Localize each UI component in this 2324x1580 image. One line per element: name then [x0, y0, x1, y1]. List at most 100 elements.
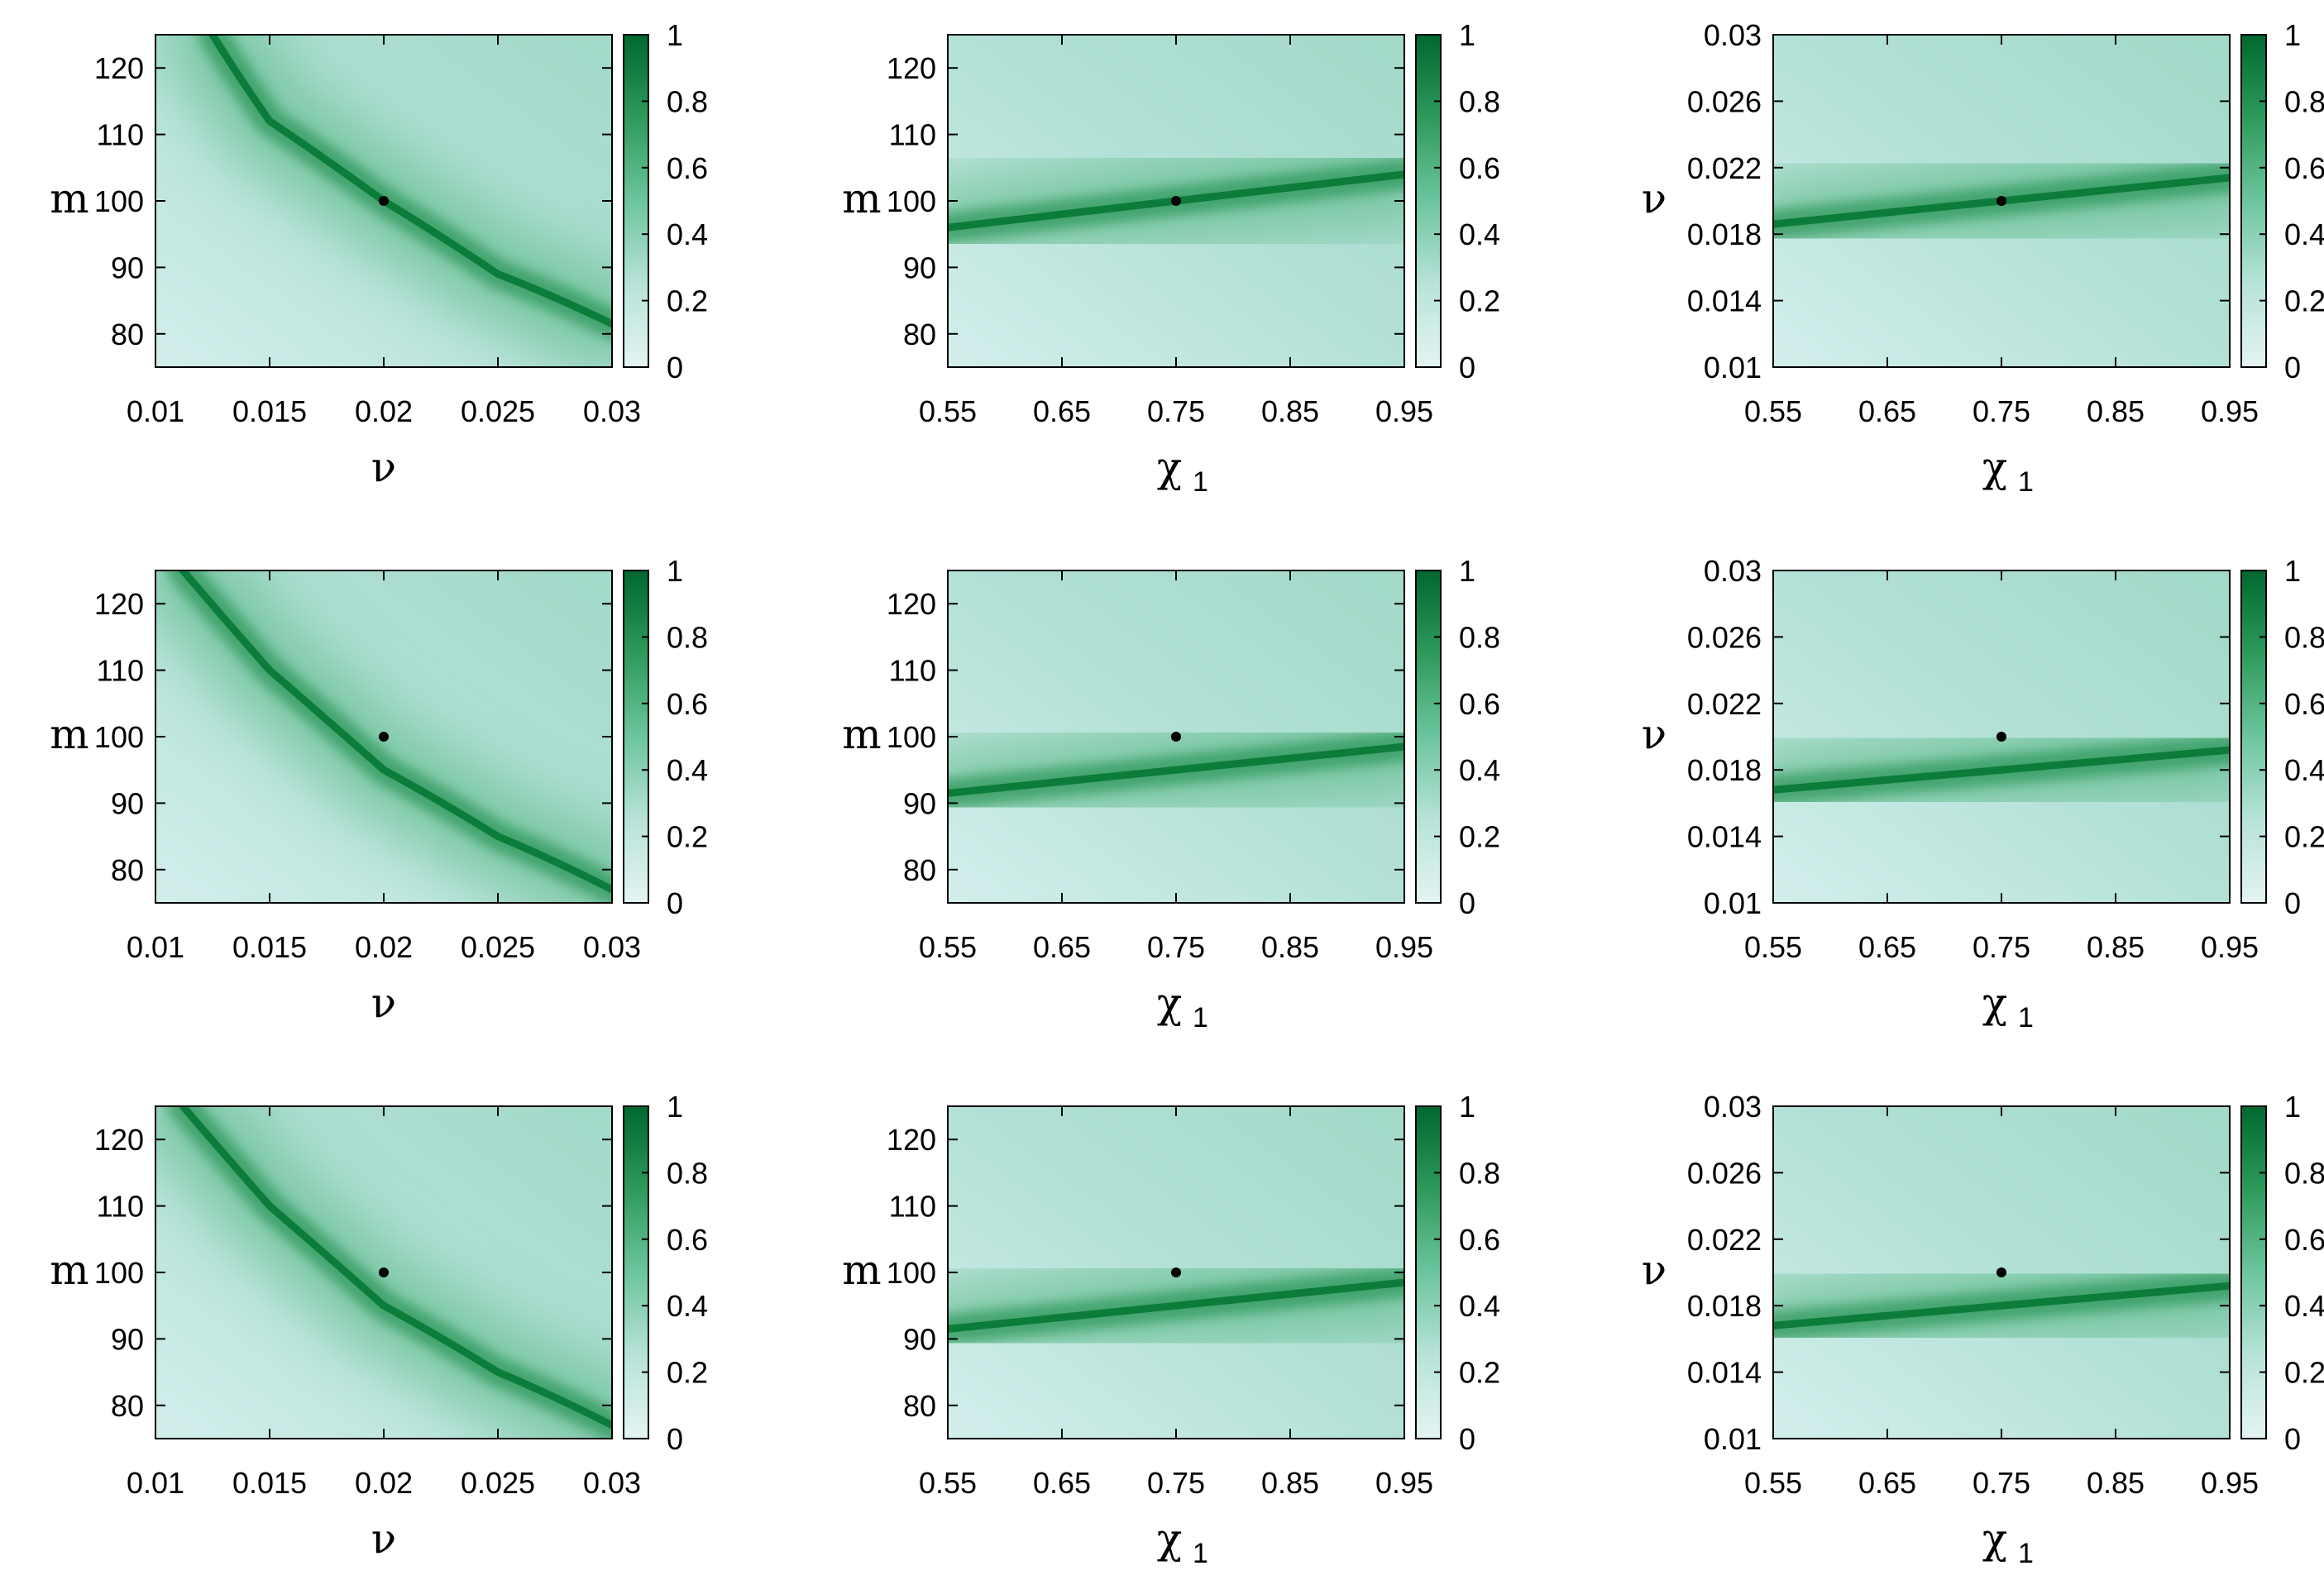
x-tick-label: 0.75: [1147, 1466, 1205, 1500]
x-axis-label-subscript: 1: [2018, 1538, 2034, 1569]
colorbar-tick-label: 0.2: [2284, 820, 2324, 854]
x-axis-label: χ: [1157, 443, 1182, 491]
y-tick-label: 90: [903, 251, 936, 284]
colorbar-tick-label: 0.2: [1459, 284, 1500, 318]
x-tick-label: 0.95: [1375, 930, 1433, 964]
colorbar-tick-label: 0.4: [2284, 753, 2324, 787]
heatmap-field: [948, 1106, 1404, 1439]
x-tick-label: 0.01: [127, 930, 184, 964]
y-tick-label: 0.022: [1687, 151, 1762, 185]
x-axis-label-subscript: 1: [1193, 1538, 1208, 1569]
y-tick-label: 120: [887, 587, 936, 621]
colorbar-tick-label: 0.2: [667, 284, 708, 318]
y-tick-label: 100: [94, 184, 144, 218]
colorbar: [2240, 570, 2267, 904]
true-parameter-point: [1996, 732, 2006, 742]
x-tick-label: 0.55: [1744, 394, 1802, 428]
x-axis-label: χ: [1157, 1515, 1182, 1563]
colorbar-tick-label: 0.8: [667, 620, 708, 654]
true-parameter-point: [1996, 1267, 2006, 1277]
x-tick-label: 0.85: [1261, 930, 1319, 964]
true-parameter-point: [1171, 1267, 1181, 1277]
x-axis-label: χ: [1982, 1515, 2007, 1563]
x-tick-label: 0.02: [355, 930, 413, 964]
y-tick-label: 0.03: [1704, 18, 1762, 52]
y-tick-label: 90: [111, 251, 144, 284]
x-tick-label: 0.015: [232, 1466, 307, 1500]
x-tick-label: 0.55: [1744, 930, 1802, 964]
y-tick-label: 80: [903, 1389, 936, 1423]
likelihood-ridge: [179, 1106, 612, 1430]
y-tick-label: 100: [887, 184, 936, 218]
true-parameter-point: [379, 732, 389, 742]
x-tick-label: 0.025: [461, 930, 535, 964]
colorbar-tick-label: 0.6: [1459, 151, 1500, 185]
colorbar-tick-label: 0.2: [1459, 820, 1500, 854]
y-tick-label: 0.026: [1687, 1156, 1762, 1190]
colorbar-tick-label: 0.4: [2284, 1289, 2324, 1323]
y-axis-label: m: [842, 174, 881, 222]
x-tick-label: 0.95: [1375, 1466, 1433, 1500]
colorbar-tick-label: 1: [1459, 18, 1475, 52]
colorbar-tick-label: 0.2: [2284, 284, 2324, 318]
y-tick-label: 90: [111, 786, 144, 820]
colorbar-tick-label: 1: [2284, 554, 2301, 588]
colorbar-tick-label: 0.6: [667, 1223, 708, 1257]
y-tick-label: 120: [94, 51, 144, 85]
y-tick-label: 100: [94, 720, 144, 754]
colorbar-tick-label: 0.6: [667, 687, 708, 721]
colorbar: [1415, 34, 1442, 368]
colorbar-tick-label: 1: [1459, 1090, 1475, 1124]
y-tick-label: 0.01: [1704, 351, 1762, 384]
true-parameter-point: [379, 1267, 389, 1277]
y-tick-label: 120: [887, 1123, 936, 1157]
x-axis-label: ν: [371, 979, 396, 1027]
y-tick-label: 100: [887, 1256, 936, 1290]
y-tick-label: 0.01: [1704, 1422, 1762, 1456]
x-tick-label: 0.55: [919, 1466, 977, 1500]
x-tick-label: 0.75: [1973, 930, 2030, 964]
true-parameter-point: [1171, 196, 1181, 206]
colorbar-tick-label: 0.4: [2284, 217, 2324, 251]
x-tick-label: 0.85: [2087, 930, 2145, 964]
x-tick-label: 0.75: [1973, 394, 2030, 428]
y-tick-label: 0.022: [1687, 687, 1762, 721]
y-tick-label: 110: [97, 118, 144, 152]
x-axis-label: χ: [1157, 979, 1182, 1027]
colorbar-tick-label: 0.2: [1459, 1356, 1500, 1390]
x-tick-label: 0.025: [461, 394, 535, 428]
colorbar-tick-label: 0.4: [1459, 1289, 1500, 1323]
x-tick-label: 0.01: [127, 394, 184, 428]
x-tick-label: 0.85: [1261, 394, 1319, 428]
colorbar-tick-label: 0.8: [667, 84, 708, 118]
likelihood-ridge: [179, 570, 612, 894]
x-axis-label: χ: [1982, 443, 2007, 491]
colorbar-tick-label: 0.6: [2284, 687, 2324, 721]
y-axis-label: ν: [1642, 710, 1666, 758]
colorbar-tick-label: 1: [1459, 554, 1475, 588]
colorbar: [1415, 570, 1442, 904]
x-tick-label: 0.65: [1033, 394, 1091, 428]
x-axis-label-subscript: 1: [2018, 466, 2034, 498]
x-tick-label: 0.75: [1973, 1466, 2030, 1500]
likelihood-ridge: [948, 1278, 1404, 1333]
y-axis-label: m: [842, 710, 881, 758]
y-tick-label: 0.014: [1687, 1356, 1762, 1390]
colorbar-tick-label: 1: [667, 18, 683, 52]
colorbar-tick-label: 0.4: [667, 1289, 708, 1323]
x-axis-label-subscript: 1: [1193, 466, 1208, 498]
heatmap-field: [155, 570, 612, 903]
y-tick-label: 0.022: [1687, 1223, 1762, 1257]
x-tick-label: 0.015: [232, 930, 307, 964]
colorbar: [623, 1105, 649, 1439]
x-tick-label: 0.85: [1261, 1466, 1319, 1500]
colorbar: [2240, 1105, 2267, 1439]
y-tick-label: 0.018: [1687, 1289, 1762, 1323]
colorbar-tick-label: 0.8: [1459, 620, 1500, 654]
y-tick-label: 110: [97, 654, 144, 688]
heatmap-panel-r1c3: 0.55 0.65 0.75 0.85 0.95 0.01 0.014 0.018 0.022 0…: [1642, 18, 2324, 498]
heatmap-panel-r1c1: 0.01 0.015 0.02 0.025 0.03 80 90 100 110 120 ν m 0 0.…: [50, 18, 708, 491]
colorbar-tick-label: 0: [667, 351, 683, 384]
